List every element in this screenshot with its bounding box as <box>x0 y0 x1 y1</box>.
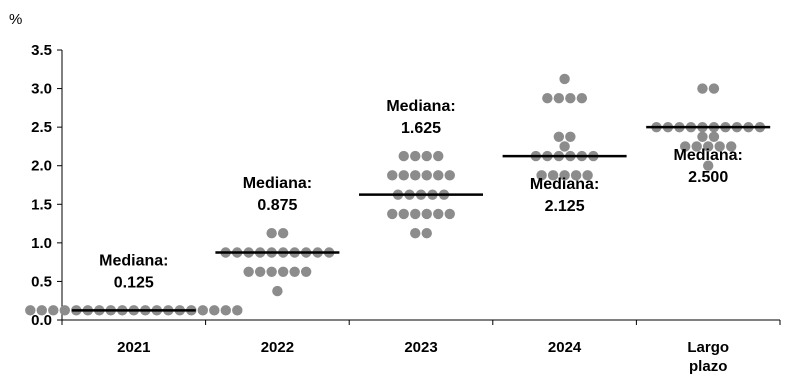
respondent-dot <box>36 305 47 316</box>
respondent-dot <box>59 305 70 316</box>
respondent-dot <box>703 141 714 152</box>
x-tick-label: 2023 <box>404 339 437 356</box>
y-axis-unit: % <box>9 11 22 28</box>
respondent-dot <box>565 131 576 142</box>
respondent-dot <box>387 208 398 220</box>
respondent-dot <box>444 170 455 181</box>
y-tick-label: 3.0 <box>31 81 52 98</box>
median-label: 0.125 <box>114 274 154 291</box>
respondent-dot <box>433 170 444 181</box>
y-tick-label: 0.0 <box>31 312 52 329</box>
respondent-dot <box>708 131 720 142</box>
respondent-dot <box>398 170 409 181</box>
respondent-dot <box>300 266 312 277</box>
respondent-dot <box>433 150 444 162</box>
y-tick-label: 3.5 <box>31 42 52 59</box>
median-label: 2.125 <box>545 198 585 215</box>
median-label: 0.875 <box>257 197 297 214</box>
respondent-dot <box>266 228 277 239</box>
x-axis: 2021 2022 2023 2024 Largo plazo <box>61 319 781 375</box>
respondent-dot <box>697 131 708 142</box>
respondent-dot <box>243 266 254 277</box>
median-label: Mediana: <box>243 175 312 192</box>
y-axis: 0.0 0.5 1.0 1.5 2.0 2.5 3.0 3.5 <box>31 42 63 329</box>
respondent-dot <box>410 208 421 220</box>
median-label: Mediana: <box>386 98 455 115</box>
respondent-dot <box>398 208 409 220</box>
respondent-dot <box>714 141 725 152</box>
respondent-dot <box>559 73 570 85</box>
y-tick-label: 2.0 <box>31 158 52 175</box>
respondent-dot <box>25 305 36 316</box>
plot-area: Mediana: 0.125 Mediana: 0.875 Mediana: 1.625 M… <box>25 73 771 316</box>
respondent-dot <box>421 208 432 220</box>
respondent-dot <box>421 170 432 181</box>
respondent-dot <box>254 266 266 277</box>
respondent-dot <box>559 170 570 181</box>
respondent-dot <box>547 170 559 181</box>
respondent-dot <box>559 141 570 152</box>
respondent-dot <box>582 170 593 181</box>
category-dots <box>387 150 455 239</box>
median-label: 1.625 <box>401 120 441 137</box>
y-tick-label: 1.0 <box>31 235 52 252</box>
respondent-dot <box>536 170 547 181</box>
respondent-dot <box>277 228 289 239</box>
respondent-dot <box>421 228 432 239</box>
x-tick-label: 2022 <box>261 339 294 356</box>
respondent-dot <box>444 208 455 220</box>
respondent-dot <box>48 305 59 316</box>
respondent-dot <box>542 93 553 104</box>
x-tick-label: 2021 <box>117 339 150 356</box>
respondent-dot <box>289 266 300 277</box>
x-tick-label: 2024 <box>548 339 582 356</box>
respondent-dot <box>433 208 444 220</box>
category-dots <box>220 228 335 297</box>
respondent-dot <box>553 131 565 142</box>
respondent-dot <box>726 141 737 152</box>
respondent-dot <box>277 266 289 277</box>
respondent-dot <box>266 266 277 277</box>
y-tick-label: 0.5 <box>31 273 52 290</box>
median-label: Mediana: <box>99 252 168 269</box>
x-tick-label: plazo <box>689 358 727 375</box>
respondent-dot <box>576 93 588 104</box>
respondent-dot <box>209 305 220 316</box>
respondent-dot <box>421 150 432 162</box>
category-dots <box>530 73 599 181</box>
y-tick-label: 1.5 <box>31 196 52 213</box>
respondent-dot <box>697 83 708 94</box>
respondent-dot <box>708 83 720 94</box>
respondent-dot <box>691 141 702 152</box>
median-label: Mediana: <box>530 176 599 193</box>
respondent-dot <box>387 170 398 181</box>
respondent-dot <box>398 150 409 162</box>
respondent-dot <box>410 170 421 181</box>
respondent-dot <box>680 141 691 152</box>
median-label: 2.500 <box>688 169 728 186</box>
respondent-dot <box>570 170 582 181</box>
respondent-dot <box>553 93 565 104</box>
respondent-dot <box>232 305 243 316</box>
x-tick-label: Largo <box>687 339 729 356</box>
y-tick-label: 2.5 <box>31 119 52 136</box>
respondent-dot <box>197 305 208 316</box>
respondent-dot <box>272 285 283 297</box>
median-label: Mediana: <box>674 147 743 164</box>
respondent-dot <box>565 93 576 104</box>
respondent-dot <box>410 228 421 239</box>
respondent-dot <box>410 150 421 162</box>
respondent-dot <box>703 160 714 171</box>
respondent-dot <box>220 305 231 316</box>
